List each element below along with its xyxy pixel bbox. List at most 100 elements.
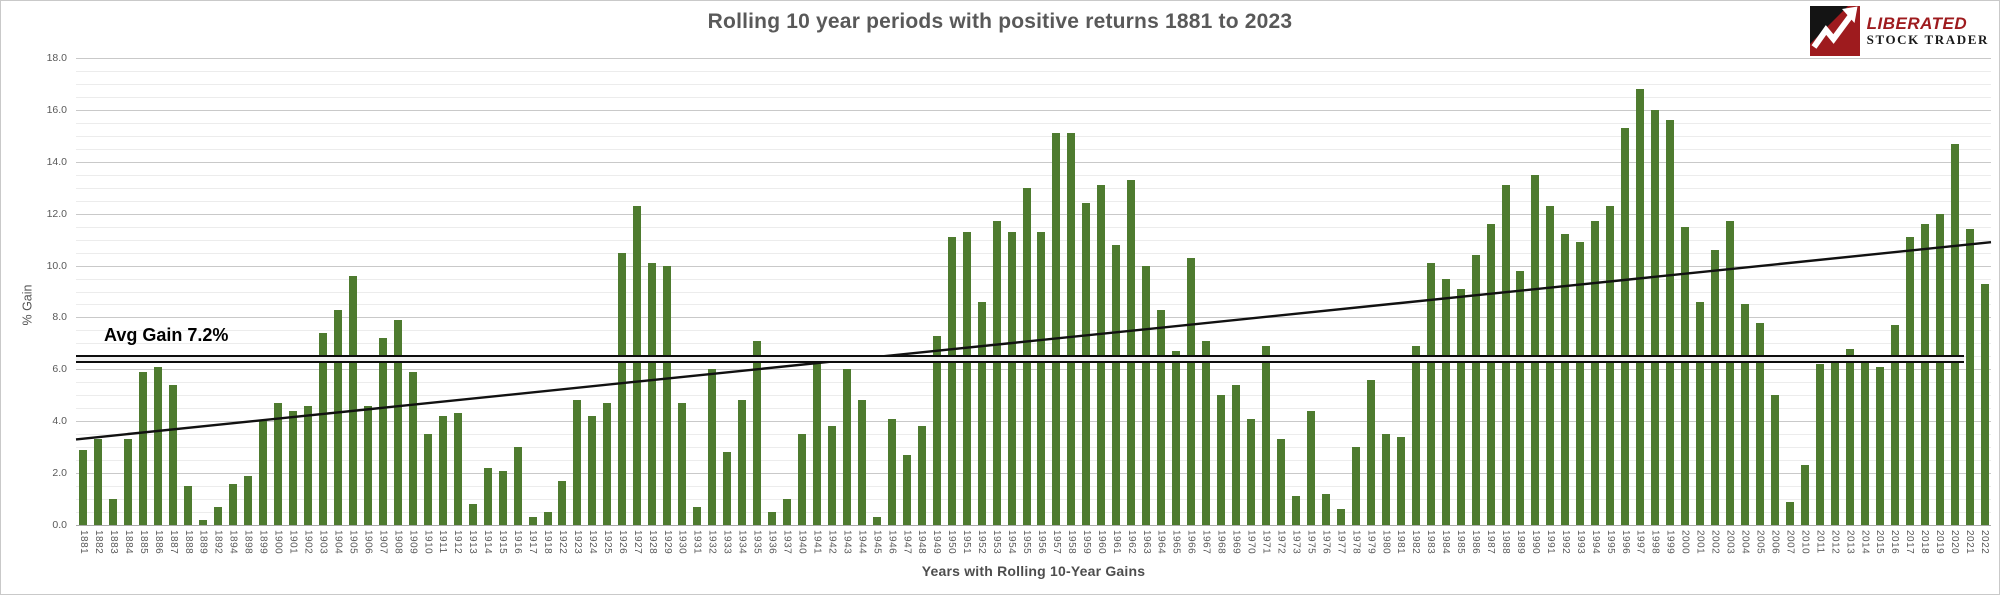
bar (304, 405, 313, 525)
bar (693, 506, 702, 525)
gridline (76, 512, 1991, 514)
x-tick-label: 1903 (317, 530, 329, 555)
gridline (76, 239, 1991, 241)
bar (1845, 348, 1854, 525)
x-tick-label: 1966 (1185, 530, 1197, 555)
bar-column: 1994 (1588, 58, 1603, 554)
x-tick-label: 1957 (1050, 530, 1062, 555)
x-tick-label: 1955 (1021, 530, 1033, 555)
bar (214, 506, 223, 525)
bar-column: 1983 (1423, 58, 1438, 554)
bar-column: 1906 (360, 58, 375, 554)
x-axis-title: Years with Rolling 10-Year Gains (921, 563, 1146, 579)
x-tick-label: 1965 (1170, 530, 1182, 555)
x-tick-label: 1914 (482, 530, 494, 555)
bar (1681, 226, 1690, 525)
bar (1920, 224, 1929, 525)
bar (1621, 128, 1630, 525)
x-tick-label: 2013 (1844, 530, 1856, 555)
bar (558, 480, 567, 525)
x-tick-label: 1967 (1200, 530, 1212, 555)
x-tick-label: 1933 (721, 530, 733, 555)
bar-column: 2003 (1723, 58, 1738, 554)
bar (1157, 309, 1166, 525)
gridline (76, 58, 1991, 59)
x-tick-label: 1972 (1275, 530, 1287, 555)
bar (363, 405, 372, 525)
bar (723, 452, 732, 525)
bar-column: 2007 (1782, 58, 1797, 554)
bar (1980, 283, 1989, 525)
x-tick-label: 1929 (661, 530, 673, 555)
bar (1785, 501, 1794, 525)
gridline (76, 148, 1991, 150)
bar-column: 1908 (390, 58, 405, 554)
bar (1007, 231, 1016, 525)
bar (1381, 434, 1390, 525)
bar-column: 2014 (1857, 58, 1872, 554)
bar-column: 1964 (1154, 58, 1169, 554)
brand-logo: LIBERATED STOCK TRADER (1807, 4, 1991, 58)
x-tick-label: 1953 (991, 530, 1003, 555)
bar (1187, 257, 1196, 525)
x-tick-label: 1954 (1006, 530, 1018, 555)
x-tick-label: 1899 (257, 530, 269, 555)
x-tick-label: 1888 (182, 530, 194, 555)
x-tick-label: 1951 (961, 530, 973, 555)
bar (1262, 345, 1271, 525)
bar-column: 1889 (196, 58, 211, 554)
bar-column: 1904 (330, 58, 345, 554)
x-tick-label: 1909 (407, 530, 419, 555)
gridline (76, 486, 1991, 488)
bar-column: 1898 (241, 58, 256, 554)
bar-column: 2005 (1753, 58, 1768, 554)
x-tick-label: 1988 (1500, 530, 1512, 555)
bar-column: 1933 (720, 58, 735, 554)
bar-column: 1972 (1274, 58, 1289, 554)
bar (1890, 325, 1899, 525)
y-tick-label: 2.0 (52, 467, 67, 480)
x-tick-label: 1994 (1589, 530, 1601, 555)
bar (678, 403, 687, 525)
gridline (76, 135, 1991, 137)
bar (1965, 229, 1974, 525)
logo-brand-subtitle: STOCK TRADER (1866, 32, 1989, 48)
bar (872, 517, 881, 525)
bar-column: 1883 (106, 58, 121, 554)
bar (1800, 465, 1809, 525)
bar (289, 410, 298, 525)
x-tick-label: 1999 (1664, 530, 1676, 555)
x-tick-label: 1928 (646, 530, 658, 555)
x-tick-label: 1930 (676, 530, 688, 555)
gridline (76, 122, 1991, 124)
x-tick-label: 1961 (1110, 530, 1122, 555)
bar-column: 2011 (1812, 58, 1827, 554)
x-tick-label: 1902 (302, 530, 314, 555)
bar (1711, 250, 1720, 525)
bar (1082, 203, 1091, 525)
bar (1306, 410, 1315, 525)
bar (887, 418, 896, 525)
average-gain-label: Avg Gain 7.2% (104, 324, 229, 345)
x-tick-label: 1960 (1095, 530, 1107, 555)
bar (393, 320, 402, 525)
bar (229, 483, 238, 525)
bar-column: 2019 (1932, 58, 1947, 554)
x-tick-label: 1947 (901, 530, 913, 555)
y-tick-label: 8.0 (52, 311, 67, 324)
bar (498, 470, 507, 525)
bar (1905, 237, 1914, 525)
x-tick-label: 1917 (527, 530, 539, 555)
x-tick-label: 1915 (497, 530, 509, 555)
bar (1471, 255, 1480, 525)
bar-column: 1952 (974, 58, 989, 554)
bar (1561, 234, 1570, 525)
x-tick-label: 1925 (601, 530, 613, 555)
bar-column: 1923 (570, 58, 585, 554)
bar-column: 1981 (1393, 58, 1408, 554)
bar (1247, 418, 1256, 525)
bar-column: 1903 (316, 58, 331, 554)
bar (1636, 89, 1645, 525)
bar (109, 499, 118, 525)
bar-column: 1979 (1363, 58, 1378, 554)
